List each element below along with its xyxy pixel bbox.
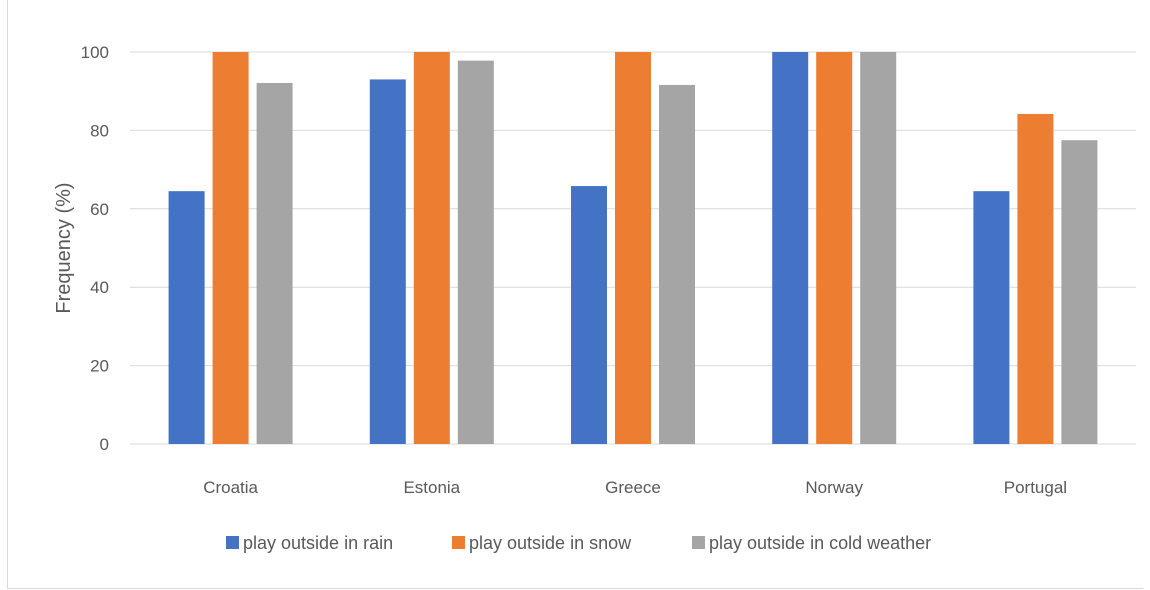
- bar-norway-2: [816, 52, 853, 444]
- legend-swatch: [226, 536, 239, 549]
- bar-greece-1: [571, 186, 607, 444]
- bar-croatia-1: [168, 191, 205, 444]
- legend-swatch: [692, 536, 705, 549]
- legend-label: play outside in cold weather: [709, 533, 931, 553]
- x-axis-categories: Croatia Estonia Greece Norway Portugal: [203, 478, 1067, 497]
- x-category-label: Croatia: [203, 478, 258, 497]
- x-category-label: Greece: [605, 478, 661, 497]
- y-tick-label: 20: [90, 357, 109, 376]
- y-tick-label: 100: [81, 43, 109, 62]
- y-axis-label: Frequency (%): [53, 182, 75, 313]
- y-axis-ticks: 0 20 40 60 80 100: [81, 43, 109, 454]
- bar-croatia-2: [212, 52, 249, 444]
- bar-portugal-1: [973, 191, 1010, 444]
- bar-greece-2: [615, 52, 651, 444]
- bar-estonia-2: [413, 52, 450, 444]
- bar-croatia-3: [256, 82, 293, 444]
- bars: [168, 52, 1098, 445]
- legend-swatch: [452, 536, 465, 549]
- bar-norway-1: [772, 52, 809, 444]
- bar-greece-3: [659, 84, 695, 444]
- y-tick-label: 40: [90, 278, 109, 297]
- bar-estonia-1: [369, 79, 406, 444]
- legend-label: play outside in snow: [469, 533, 632, 553]
- bar-portugal-3: [1061, 140, 1098, 444]
- x-category-label: Estonia: [403, 478, 460, 497]
- y-tick-label: 0: [100, 435, 109, 454]
- legend-label: play outside in rain: [243, 533, 393, 553]
- legend: play outside in rain play outside in snow…: [226, 533, 931, 553]
- bar-norway-3: [860, 52, 897, 444]
- x-category-label: Portugal: [1004, 478, 1067, 497]
- chart-frame: [7, 0, 1143, 589]
- x-category-label: Norway: [805, 478, 863, 497]
- bar-portugal-2: [1017, 113, 1054, 444]
- y-tick-label: 60: [90, 200, 109, 219]
- bar-estonia-3: [457, 60, 494, 445]
- y-tick-label: 80: [90, 121, 109, 140]
